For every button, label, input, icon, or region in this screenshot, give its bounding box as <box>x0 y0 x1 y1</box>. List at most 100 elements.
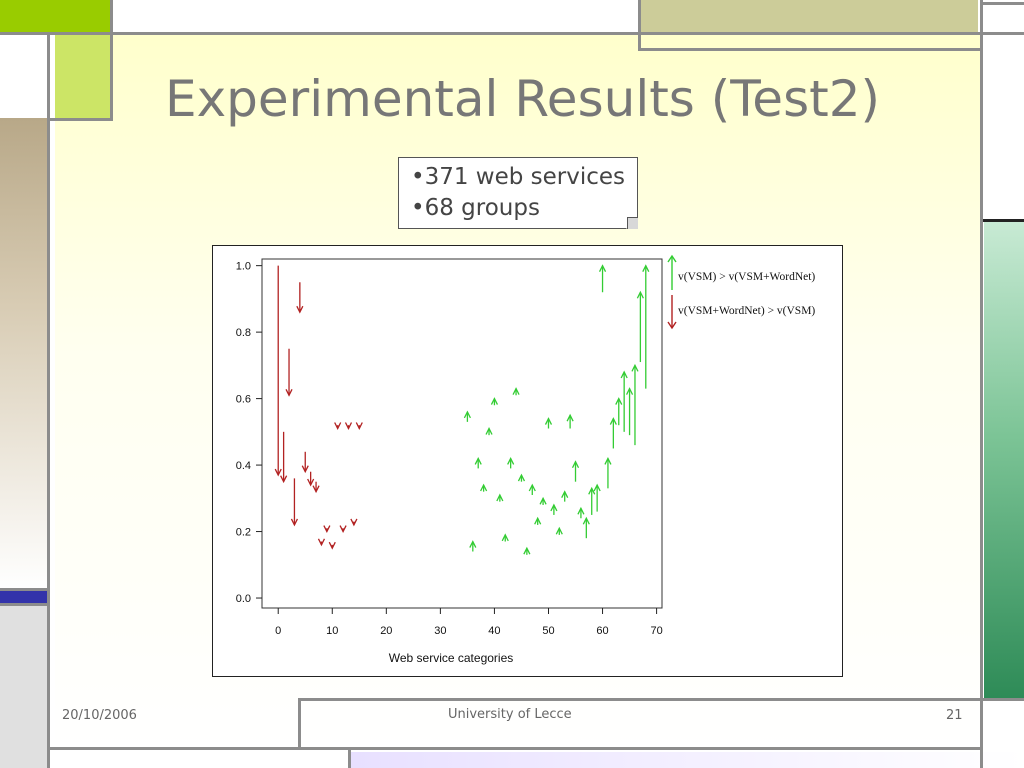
decrease-arrow <box>301 451 309 474</box>
increase-arrow <box>642 264 650 389</box>
plot-area <box>261 258 663 609</box>
frame-line <box>348 750 351 768</box>
arrow-chart: 0.0 0.2 0.4 0.6 0.8 1.0 0 10 20 30 40 50 60 70 Web s… <box>236 254 815 665</box>
increase-arrow <box>490 397 499 406</box>
decrease-arrow <box>290 478 299 527</box>
decor-green-square <box>0 0 110 32</box>
y-axis: 0.0 0.2 0.4 0.6 0.8 1.0 <box>236 261 262 605</box>
increase-arrow <box>598 264 607 293</box>
frame-line <box>983 2 1024 5</box>
y-tick-label: 0.8 <box>236 327 251 339</box>
chart-marks <box>274 264 650 555</box>
increase-arrow <box>636 290 644 363</box>
x-axis: 0 10 20 30 40 50 60 70 <box>275 608 663 637</box>
increase-arrow <box>571 460 580 482</box>
x-tick-label: 20 <box>380 625 392 637</box>
frame-line <box>50 747 983 750</box>
increase-arrow <box>485 427 493 436</box>
y-tick-label: 0.6 <box>236 394 251 406</box>
increase-arrow <box>507 456 515 469</box>
frame-line <box>47 32 50 768</box>
increase-arrow <box>528 483 536 495</box>
decrease-arrow <box>334 422 342 430</box>
footer-date: 20/10/2006 <box>62 708 137 723</box>
frame-line <box>638 0 641 50</box>
frame-line <box>980 0 983 768</box>
decrease-arrow <box>280 431 288 484</box>
x-tick-label: 50 <box>542 625 554 637</box>
x-tick-label: 70 <box>650 625 662 637</box>
increase-arrow <box>469 540 477 552</box>
callout-note: •371 web services •68 groups <box>398 157 638 229</box>
decrease-arrow <box>312 481 320 494</box>
decor-green-gradient-block <box>984 222 1024 698</box>
frame-line <box>983 219 1024 222</box>
increase-arrow <box>523 546 531 555</box>
frame-line <box>110 0 113 118</box>
x-axis-label: Web service categories <box>389 651 514 665</box>
chart-legend: v(VSM) > v(VSM+WordNet) v(VSM+WordNet) >… <box>667 254 815 330</box>
decor-lavender-strip <box>350 752 1024 768</box>
x-tick-label: 10 <box>326 625 338 637</box>
increase-arrow <box>593 483 601 512</box>
decrease-arrow <box>307 471 315 487</box>
x-tick-label: 40 <box>488 625 500 637</box>
increase-arrow <box>604 456 612 489</box>
increase-arrow <box>609 417 617 449</box>
increase-arrow <box>474 456 482 469</box>
increase-arrow <box>517 473 526 482</box>
decor-khaki-block <box>640 0 978 32</box>
decrease-arrow <box>339 525 347 534</box>
increase-arrow <box>561 490 569 502</box>
increase-arrow <box>480 483 488 492</box>
callout-fold-corner <box>627 217 638 229</box>
y-tick-label: 1.0 <box>236 261 251 273</box>
increase-arrow <box>625 387 634 436</box>
increase-arrow <box>631 363 639 446</box>
legend-up-arrowhead <box>667 254 677 263</box>
bullet-item: •68 groups <box>411 195 540 221</box>
frame-line <box>298 698 983 701</box>
legend-label-decrease: v(VSM+WordNet) > v(VSM) <box>678 305 815 317</box>
decor-blue-block <box>0 590 47 604</box>
decrease-arrow <box>296 282 304 314</box>
increase-arrow <box>615 397 623 426</box>
increase-arrow <box>620 370 628 432</box>
increase-arrow <box>544 417 553 429</box>
frame-line <box>298 698 301 750</box>
frame-line <box>983 698 1024 701</box>
decrease-arrow <box>323 525 331 534</box>
increase-arrow <box>501 533 509 542</box>
decor-lightgreen-square <box>55 35 110 118</box>
decrease-arrow <box>328 541 336 550</box>
legend-down-arrowhead <box>667 321 677 330</box>
x-tick-label: 60 <box>596 625 608 637</box>
decrease-arrow <box>274 265 282 477</box>
increase-arrow <box>582 516 590 539</box>
increase-arrow <box>577 506 585 519</box>
decrease-arrow <box>285 348 293 397</box>
footer-center-text: University of Lecce <box>448 707 572 722</box>
increase-arrow <box>496 493 504 502</box>
increase-arrow <box>555 526 563 535</box>
decrease-arrow <box>317 538 326 547</box>
frame-line <box>0 603 50 606</box>
decrease-arrow <box>344 422 353 430</box>
increase-arrow <box>588 486 596 515</box>
y-tick-label: 0.0 <box>236 593 251 605</box>
x-tick-label: 30 <box>434 625 446 637</box>
frame-line <box>0 588 50 591</box>
decor-grey-block <box>0 606 47 768</box>
decrease-arrow <box>350 518 358 527</box>
bullet-item: •371 web services <box>411 164 626 190</box>
increase-arrow <box>534 516 542 525</box>
increase-arrow <box>463 410 471 422</box>
increase-arrow <box>512 387 520 396</box>
x-tick-label: 0 <box>275 625 281 637</box>
decor-tan-block <box>0 118 47 590</box>
increase-arrow <box>566 413 574 429</box>
frame-line <box>0 32 1024 35</box>
slide-title: Experimental Results (Test2) <box>165 70 881 128</box>
y-tick-label: 0.2 <box>236 527 251 539</box>
chart-frame: 0.0 0.2 0.4 0.6 0.8 1.0 0 10 20 30 40 50 60 70 Web s… <box>212 245 843 677</box>
